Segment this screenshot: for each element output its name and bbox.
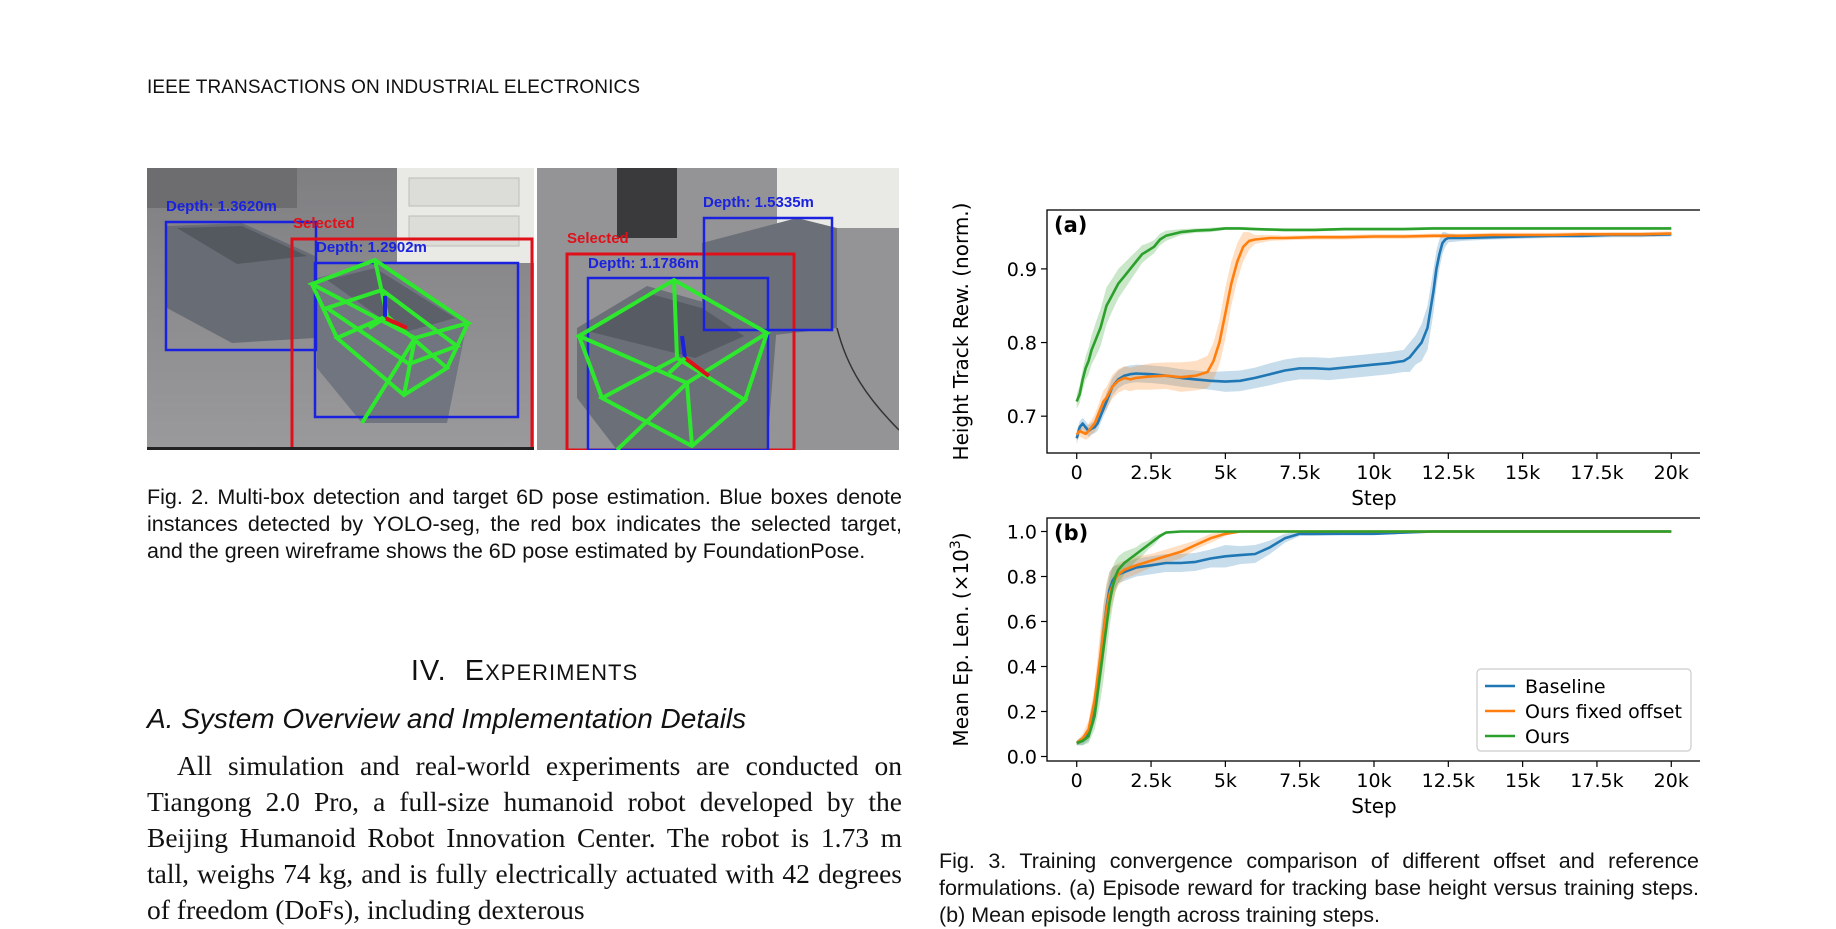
- selected-box-right: [565, 252, 796, 450]
- y-tick-label: 0.7: [1007, 406, 1037, 428]
- right-depth-label-a: Depth: 1.1786m: [588, 255, 699, 272]
- series-band-0: [1076, 232, 1672, 445]
- x-tick-label: 10k: [1356, 770, 1391, 792]
- body-paragraph: All simulation and real-world experiment…: [147, 750, 902, 925]
- series-line-0: [1075, 233, 1672, 439]
- panel-label: (a): [1054, 213, 1087, 237]
- x-tick-label: 2.5k: [1130, 462, 1171, 484]
- left-depth-label-b: Depth: 1.2902m: [316, 239, 427, 256]
- x-tick-label: 17.5k: [1570, 462, 1623, 484]
- y-tick-label: 0.2: [1007, 702, 1037, 724]
- x-axis-label: Step: [1351, 794, 1397, 818]
- x-tick-label: 12.5k: [1422, 770, 1475, 792]
- figure-3-caption: Fig. 3. Training convergence comparison …: [939, 849, 1699, 927]
- x-tick-label: 5k: [1214, 462, 1237, 484]
- chart-panel-0: 0 2.5k 5k 7.5k 10k 12.5k 15k 17.5k 20k 0.7 0.8 0.9 S…: [949, 203, 1700, 510]
- x-tick-label: 15k: [1505, 770, 1540, 792]
- series-line-1: [1075, 232, 1672, 436]
- y-tick-label: 0.0: [1007, 747, 1037, 769]
- right-depth-label-b: Depth: 1.5335m: [703, 194, 814, 211]
- x-tick-label: 12.5k: [1422, 462, 1475, 484]
- right-selected-label: Selected: [567, 230, 629, 247]
- x-tick-label: 7.5k: [1279, 462, 1320, 484]
- panel-label: (b): [1054, 521, 1088, 545]
- detection-box-left-b: [313, 261, 520, 419]
- legend-label: Baseline: [1525, 676, 1606, 698]
- y-tick-label: 0.8: [1007, 567, 1037, 589]
- x-axis-label: Step: [1351, 486, 1397, 510]
- figure-2-image: Depth: 1.3620m Selected Depth: 1.2902m S…: [147, 168, 899, 450]
- running-header: IEEE TRANSACTIONS ON INDUSTRIAL ELECTRON…: [147, 77, 641, 98]
- left-depth-label-a: Depth: 1.3620m: [166, 198, 277, 215]
- x-tick-label: 20k: [1654, 770, 1689, 792]
- y-axis-label: Height Track Rew. (norm.): [949, 203, 973, 461]
- y-tick-label: 1.0: [1007, 522, 1037, 544]
- left-photo-panel: Depth: 1.3620m Selected Depth: 1.2902m: [147, 168, 534, 450]
- series-line-2: [1075, 227, 1672, 402]
- pose-wireframe-right: [574, 277, 771, 450]
- figure-2-caption: Fig. 2. Multi-box detection and target 6…: [147, 485, 902, 563]
- x-tick-label: 17.5k: [1570, 770, 1623, 792]
- figure-3-chart: 0 2.5k 5k 7.5k 10k 12.5k 15k 17.5k 20k 0.7 0.8 0.9 S…: [948, 203, 1700, 818]
- x-tick-label: 15k: [1505, 462, 1540, 484]
- x-tick-label: 0: [1071, 462, 1083, 484]
- chart-legend: Baseline Ours fixed offset Ours: [1476, 668, 1692, 752]
- right-photo-panel: Selected Depth: 1.1786m Depth: 1.5335m: [537, 168, 899, 450]
- chart-panel-1: 0 2.5k 5k 7.5k 10k 12.5k 15k 17.5k 20k 0.0 0.2 0.4 0…: [948, 517, 1700, 818]
- x-tick-label: 7.5k: [1279, 770, 1320, 792]
- section-title-initial: E: [464, 655, 486, 687]
- y-axis-label: Mean Ep. Len. (×103): [948, 532, 973, 746]
- section-number: IV.: [410, 655, 447, 687]
- subsection-heading: A. System Overview and Implementation De…: [147, 703, 747, 734]
- left-selected-label: Selected: [293, 215, 355, 232]
- legend-frame: [1476, 668, 1692, 752]
- y-tick-label: 0.4: [1007, 657, 1037, 679]
- legend-label: Ours fixed offset: [1525, 701, 1682, 723]
- x-tick-label: 0: [1071, 770, 1083, 792]
- x-tick-label: 5k: [1214, 770, 1237, 792]
- section-heading: IV. EXPERIMENTS: [147, 655, 902, 688]
- legend-label: Ours: [1525, 726, 1570, 748]
- pose-wireframe-left: [307, 257, 473, 425]
- x-tick-label: 20k: [1654, 462, 1689, 484]
- y-tick-label: 0.6: [1007, 612, 1037, 634]
- y-tick-label: 0.8: [1007, 333, 1037, 355]
- series-line-2: [1076, 530, 1672, 745]
- section-title-rest: XPERIMENTS: [485, 660, 639, 685]
- x-tick-label: 10k: [1356, 462, 1391, 484]
- y-tick-label: 0.9: [1007, 259, 1037, 281]
- detection-box-right-b: [702, 216, 834, 332]
- series-band-1: [1076, 231, 1672, 441]
- x-tick-label: 2.5k: [1130, 770, 1171, 792]
